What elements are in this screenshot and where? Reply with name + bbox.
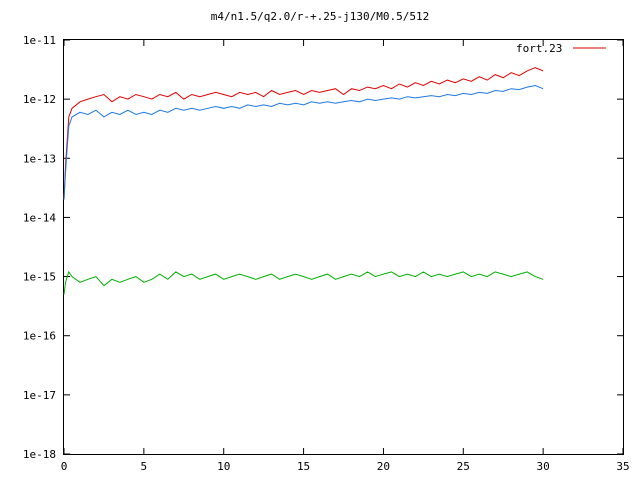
series-line-1	[63, 67, 544, 200]
y-tick-label: 1e-12	[23, 93, 56, 106]
y-tick-label: 1e-16	[23, 330, 56, 343]
x-tick-label: 35	[616, 460, 629, 473]
y-tick-label: 1e-13	[23, 152, 56, 165]
y-tick-label: 1e-14	[23, 211, 56, 224]
x-tick-label: 30	[537, 460, 550, 473]
x-tick-label: 25	[457, 460, 470, 473]
y-tick-label: 1e-11	[23, 34, 56, 47]
legend-label: fort.23	[516, 42, 563, 55]
x-tick-label: 20	[377, 460, 390, 473]
series-line-3	[63, 270, 544, 295]
x-tick-label: 0	[61, 460, 68, 473]
x-tick-label: 5	[141, 460, 148, 473]
y-axis-ticks: 1e-18 1e-17 1e-16 1e-15 1e-14 1e-13 1e-12 1e-11	[23, 34, 623, 461]
y-tick-label: 1e-15	[23, 271, 56, 284]
series-layer	[63, 67, 544, 295]
x-axis-ticks: 0 5 10 15 20 25 30 35	[61, 40, 630, 473]
series-line-2	[63, 84, 544, 200]
plot-frame	[63, 39, 624, 455]
x-tick-label: 15	[297, 460, 310, 473]
y-tick-label: 1e-17	[23, 389, 56, 402]
y-tick-label: 1e-18	[23, 448, 56, 461]
x-tick-label: 10	[217, 460, 230, 473]
chart-title: m4/n1.5/q2.0/r-+.25-j130/M0.5/512	[210, 10, 430, 23]
